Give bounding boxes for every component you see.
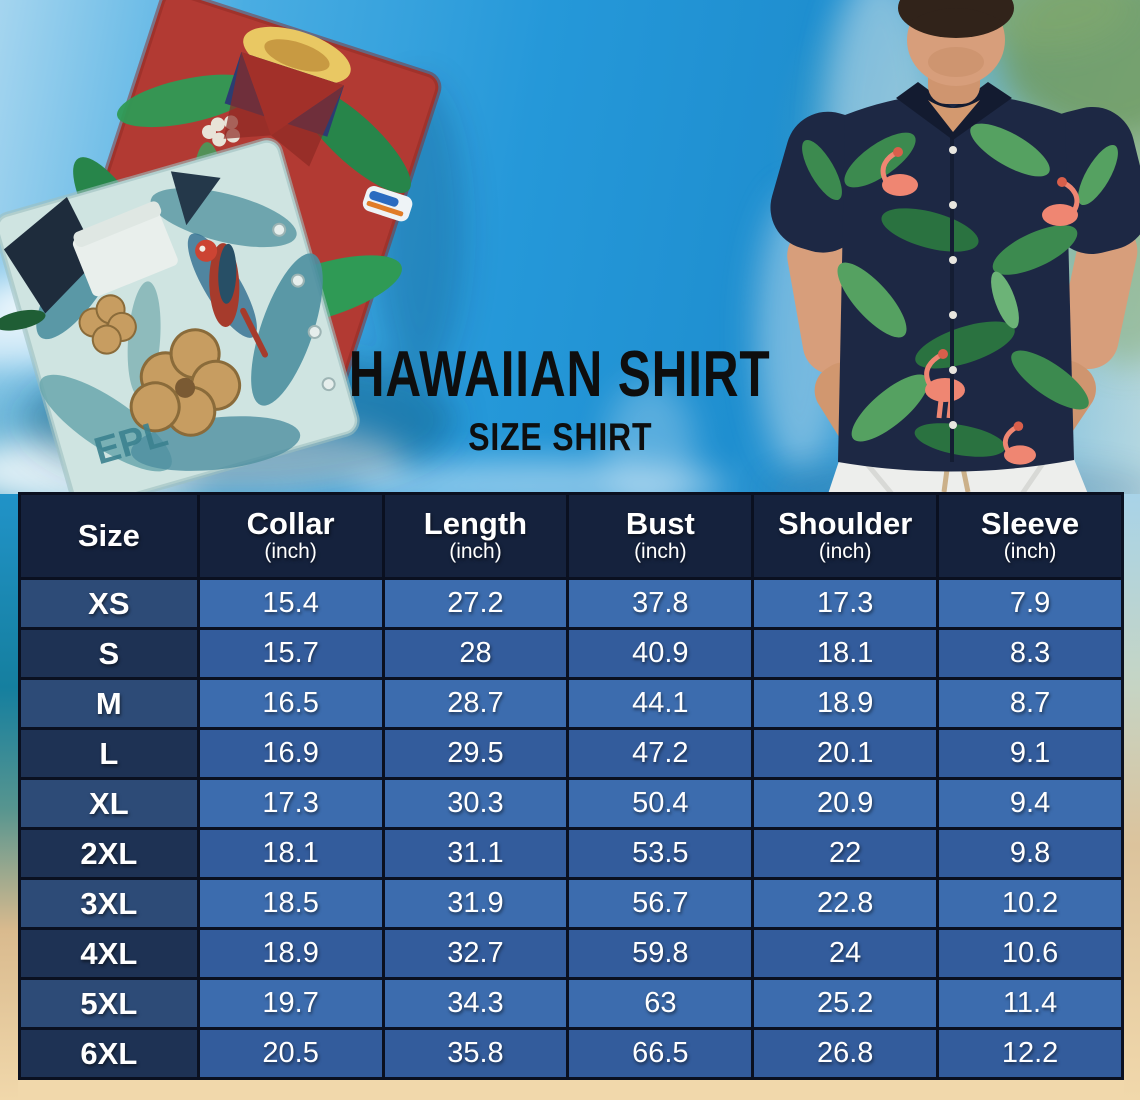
- shoulder-value: 22: [751, 827, 940, 880]
- row-6xl: 6XL 20.5 35.8 66.5 26.8 12.2: [18, 1027, 1124, 1080]
- collar-value: 15.7: [196, 627, 385, 680]
- teal-hawaiian-shirt: EPL: [0, 137, 360, 494]
- header-row: Size Collar (inch) Length (inch) Bust (inch…: [18, 492, 1124, 580]
- bust-value: 63: [566, 977, 755, 1030]
- column-header-length: Length (inch): [381, 492, 570, 580]
- bust-value: 56.7: [566, 877, 755, 930]
- shirt-buttons: [272, 222, 336, 392]
- flamingo-shirt: [0, 82, 1140, 472]
- collar-value: 17.3: [196, 777, 385, 830]
- collar-value: 15.4: [196, 577, 385, 630]
- row-xs: XS 15.4 27.2 37.8 17.3 7.9: [18, 577, 1124, 630]
- row-4xl: 4XL 18.9 32.7 59.8 24 10.6: [18, 927, 1124, 980]
- row-3xl: 3XL 18.5 31.9 56.7 22.8 10.2: [18, 877, 1124, 930]
- collar-fold: [3, 197, 99, 314]
- column-header-sleeve: Sleeve (inch): [936, 492, 1124, 580]
- row-s: S 15.7 28 40.9 18.1 8.3: [18, 627, 1124, 680]
- length-value: 30.3: [381, 777, 570, 830]
- tan-hibiscus: [78, 294, 242, 437]
- collar-value: 16.5: [196, 677, 385, 730]
- sleeve-value: 11.4: [936, 977, 1124, 1030]
- sleeve-value: 10.2: [936, 877, 1124, 930]
- bust-value: 66.5: [566, 1027, 755, 1080]
- column-header-shoulder: Shoulder (inch): [751, 492, 940, 580]
- row-l: L 16.9 29.5 47.2 20.1 9.1: [18, 727, 1124, 780]
- parrot: [195, 239, 269, 358]
- length-value: 27.2: [381, 577, 570, 630]
- hero-photo: EPL: [0, 0, 1140, 494]
- sleeve-value: 9.1: [936, 727, 1124, 780]
- hero-illustration: EPL: [0, 0, 1140, 494]
- collar-value: 18.1: [196, 827, 385, 880]
- sleeve-value: 9.8: [936, 827, 1124, 880]
- size-cell: M: [18, 677, 200, 730]
- length-value: 31.1: [381, 827, 570, 880]
- bust-value: 53.5: [566, 827, 755, 880]
- sleeve-value: 9.4: [936, 777, 1124, 830]
- background-right-strip: [1124, 494, 1140, 1100]
- size-chart: Size Collar (inch) Length (inch) Bust (inch…: [18, 492, 1124, 1080]
- shirt-buttons: [949, 146, 957, 429]
- size-cell: 5XL: [18, 977, 200, 1030]
- collar-value: 16.9: [196, 727, 385, 780]
- sleeve-value: 10.6: [936, 927, 1124, 980]
- sleeve-value: 8.3: [936, 627, 1124, 680]
- row-xl: XL 17.3 30.3 50.4 20.9 9.4: [18, 777, 1124, 830]
- shoulder-value: 25.2: [751, 977, 940, 1030]
- length-value: 32.7: [381, 927, 570, 980]
- size-cell: XS: [18, 577, 200, 630]
- shoulder-value: 18.1: [751, 627, 940, 680]
- shoulder-value: 20.1: [751, 727, 940, 780]
- shoulder-value: 17.3: [751, 577, 940, 630]
- model: [0, 0, 1140, 494]
- bust-value: 40.9: [566, 627, 755, 680]
- length-value: 34.3: [381, 977, 570, 1030]
- bust-value: 59.8: [566, 927, 755, 980]
- sleeve-value: 12.2: [936, 1027, 1124, 1080]
- collar-value: 18.9: [196, 927, 385, 980]
- bust-value: 47.2: [566, 727, 755, 780]
- size-cell: 3XL: [18, 877, 200, 930]
- size-cell: 6XL: [18, 1027, 200, 1080]
- bust-value: 37.8: [566, 577, 755, 630]
- row-5xl: 5XL 19.7 34.3 63 25.2 11.4: [18, 977, 1124, 1030]
- shoulder-value: 22.8: [751, 877, 940, 930]
- length-value: 31.9: [381, 877, 570, 930]
- size-cell: 2XL: [18, 827, 200, 880]
- size-cell: L: [18, 727, 200, 780]
- size-cell: XL: [18, 777, 200, 830]
- shoulder-value: 24: [751, 927, 940, 980]
- row-2xl: 2XL 18.1 31.1 53.5 22 9.8: [18, 827, 1124, 880]
- length-value: 28.7: [381, 677, 570, 730]
- collar-value: 19.7: [196, 977, 385, 1030]
- length-value: 28: [381, 627, 570, 680]
- shoulder-value: 18.9: [751, 677, 940, 730]
- size-cell: 4XL: [18, 927, 200, 980]
- shoulder-value: 20.9: [751, 777, 940, 830]
- sleeve-value: 8.7: [936, 677, 1124, 730]
- length-value: 29.5: [381, 727, 570, 780]
- collar-value: 18.5: [196, 877, 385, 930]
- column-header-collar: Collar (inch): [196, 492, 385, 580]
- flamingo-pattern: [880, 147, 1080, 465]
- column-header-bust: Bust (inch): [566, 492, 755, 580]
- leaf-pattern: [0, 123, 1118, 457]
- shoulder-value: 26.8: [751, 1027, 940, 1080]
- size-cell: S: [18, 627, 200, 680]
- size-chart-table: Size Collar (inch) Length (inch) Bust (inch…: [18, 492, 1124, 1080]
- length-value: 35.8: [381, 1027, 570, 1080]
- background-left-strip: [0, 494, 18, 1100]
- column-header-size: Size: [18, 492, 200, 580]
- sleeve-value: 7.9: [936, 577, 1124, 630]
- row-m: M 16.5 28.7 44.1 18.9 8.7: [18, 677, 1124, 730]
- collar-value: 20.5: [196, 1027, 385, 1080]
- bust-value: 44.1: [566, 677, 755, 730]
- bust-value: 50.4: [566, 777, 755, 830]
